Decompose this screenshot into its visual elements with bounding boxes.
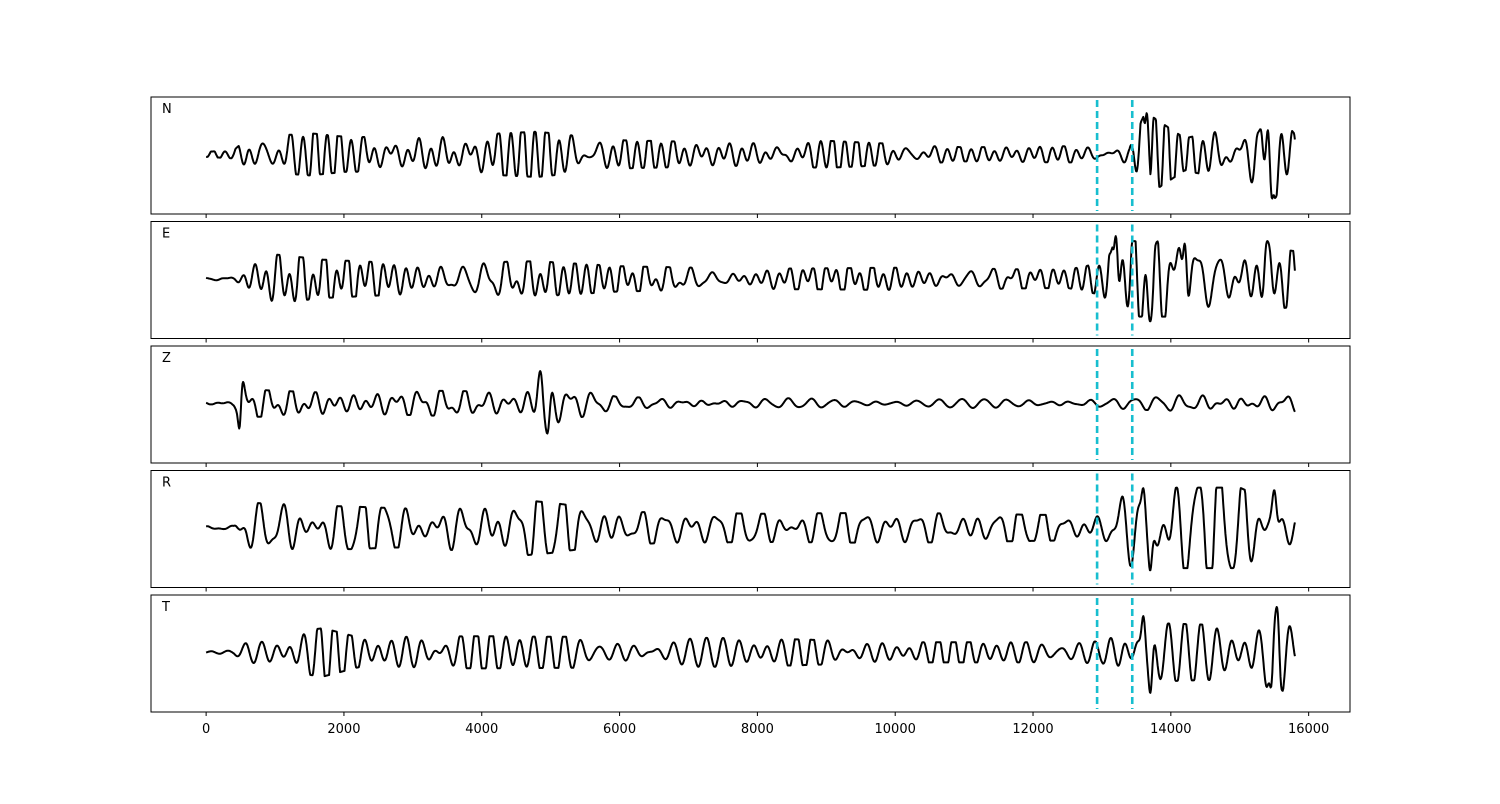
panel-frame xyxy=(150,96,1351,215)
x-tick-label: 6000 xyxy=(603,722,636,737)
panel-frame xyxy=(150,221,1351,339)
trace-t xyxy=(205,606,1296,694)
x-tick-label: 16000 xyxy=(1288,722,1329,737)
channel-label-t: T xyxy=(161,600,170,615)
panel-n: N xyxy=(150,96,1351,218)
panel-frame xyxy=(150,594,1351,713)
trace-e xyxy=(205,235,1296,323)
x-tick-label: 2000 xyxy=(327,722,360,737)
panel-z: Z xyxy=(150,345,1351,467)
trace-z xyxy=(205,370,1296,435)
x-tick-label: 10000 xyxy=(875,722,916,737)
panel-r: R xyxy=(150,470,1351,592)
panel-t: T xyxy=(150,594,1351,716)
trace-r xyxy=(205,486,1296,572)
x-tick-label: 12000 xyxy=(1012,722,1053,737)
x-tick-label: 0 xyxy=(202,722,210,737)
channel-label-z: Z xyxy=(162,351,171,366)
x-tick-label: 4000 xyxy=(465,722,498,737)
trace-n xyxy=(205,112,1296,200)
channel-label-n: N xyxy=(162,102,172,117)
panel-frame xyxy=(150,470,1351,588)
panel-frame xyxy=(150,345,1351,464)
channel-label-e: E xyxy=(162,227,170,242)
panel-e: E xyxy=(150,221,1351,343)
channel-label-r: R xyxy=(162,476,171,491)
x-tick-label: 14000 xyxy=(1150,722,1191,737)
x-tick-label: 8000 xyxy=(741,722,774,737)
